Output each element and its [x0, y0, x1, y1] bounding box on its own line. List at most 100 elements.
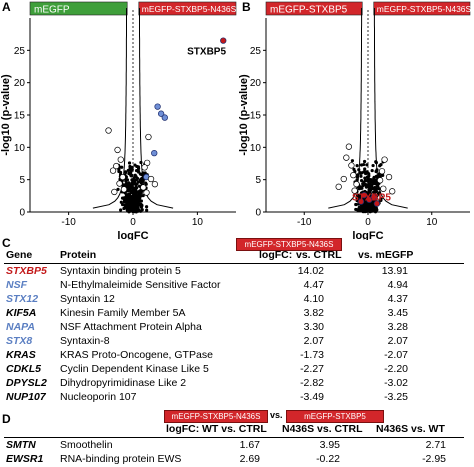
data-point-highlight	[157, 110, 165, 117]
data-point	[127, 197, 131, 201]
banner-right	[373, 1, 471, 16]
data-point	[362, 162, 366, 167]
data-point-highlight	[154, 103, 161, 110]
col-n436s-vs-wt: N436S vs. WT	[376, 423, 445, 435]
protein-name: Nucleoporin 107	[60, 391, 137, 403]
data-point	[379, 162, 383, 167]
col-logfc-d: logFC:	[166, 423, 200, 435]
logfc-vs-ctrl: 3.30	[303, 321, 324, 333]
table-row: KRAS KRAS Proto-Oncogene, GTPase -1.73 -2.0…	[4, 349, 466, 362]
data-point	[352, 167, 356, 171]
data-point-highlight	[389, 188, 396, 195]
panel-letter-b: B	[242, 0, 251, 14]
data-point	[355, 164, 359, 168]
annotation-label: STXBP5	[187, 47, 226, 58]
data-point	[368, 187, 372, 191]
data-point	[362, 207, 367, 212]
protein-name: Syntaxin binding protein 5	[60, 265, 181, 277]
data-point	[122, 198, 126, 202]
data-point-highlight	[105, 127, 112, 134]
table-row: NAPA NSF Attachment Protein Alpha 3.30 3.28	[4, 321, 466, 334]
logfc-n436s-vs-ctrl: -0.22	[316, 453, 340, 465]
table-c-header-box: mEGFP-STXBP5-N436S	[236, 238, 342, 251]
gene-name: STXBP5	[6, 265, 47, 277]
y-tick-label: 0	[255, 208, 261, 219]
data-point-highlight	[385, 173, 393, 181]
data-point	[357, 186, 361, 191]
banner-left	[265, 1, 363, 16]
banner-right-label: mEGFP-STXBP5-N436S	[377, 4, 472, 14]
logfc-vs-ctrl: -1.73	[300, 349, 324, 361]
data-point-highlight	[113, 162, 120, 170]
x-tick-label: 10	[192, 217, 204, 228]
data-point	[372, 175, 376, 179]
y-tick-label: 15	[250, 111, 262, 122]
data-point	[132, 194, 136, 198]
data-point	[360, 186, 364, 190]
gene-name: CDKL5	[6, 363, 42, 375]
data-point	[377, 187, 381, 191]
data-point-highlight	[119, 173, 126, 181]
x-tick-label: 0	[365, 217, 371, 228]
table-row: SMTN Smoothelin 1.67 3.95 2.71	[4, 439, 466, 452]
gene-name: DPYSL2	[6, 377, 47, 389]
table-row: KIF5A Kinesin Family Member 5A 3.82 3.45	[4, 307, 466, 320]
data-point	[363, 167, 367, 171]
protein-name: KRAS Proto-Oncogene, GTPase	[60, 349, 213, 361]
logfc-vs-ctrl: 4.47	[303, 279, 324, 291]
data-point-highlight	[351, 187, 358, 194]
data-point	[124, 179, 128, 183]
protein-name: RNA-binding protein EWS	[60, 453, 182, 465]
data-point	[374, 206, 378, 210]
data-point-highlight	[120, 186, 128, 193]
logfc-vs-ctrl: -3.49	[300, 391, 324, 403]
data-point	[134, 185, 138, 189]
data-point	[363, 170, 368, 174]
protein-name: Smoothelin	[60, 439, 113, 451]
data-point	[363, 176, 367, 180]
table-c-header-row: Gene Protein logFC: vs. CTRL vs. mEGFP	[4, 249, 466, 262]
logfc-vs-megfp: -3.25	[384, 391, 408, 403]
threshold-curve-right	[373, 8, 408, 209]
data-point	[139, 177, 143, 181]
table-d-header-row: logFC: WT vs. CTRL N436S vs. CTRL N436S …	[4, 423, 466, 436]
data-point-highlight	[350, 171, 357, 179]
banner-left	[29, 1, 128, 16]
logfc-vs-ctrl: 4.10	[303, 293, 324, 305]
data-point	[372, 190, 376, 194]
data-point	[129, 170, 133, 175]
x-tick-label: -10	[61, 217, 76, 228]
data-point-highlight	[145, 133, 152, 141]
x-axis-label: logFC	[117, 230, 148, 240]
table-row: EWSR1 RNA-binding protein EWS 2.69 -0.22 -2.…	[4, 453, 466, 466]
y-axis-label: -log10 (p-value)	[238, 74, 250, 156]
logfc-vs-megfp: 13.91	[381, 265, 408, 277]
data-point	[126, 183, 130, 188]
data-point-highlight	[161, 114, 168, 121]
data-point	[144, 181, 148, 185]
logfc-vs-ctrl: 14.02	[297, 265, 324, 277]
data-point-highlight	[357, 198, 365, 205]
data-point	[131, 189, 135, 193]
data-point	[127, 181, 131, 185]
y-tick-label: 20	[250, 78, 262, 89]
data-point	[362, 159, 367, 164]
data-point	[129, 173, 133, 177]
table-c: mEGFP-STXBP5-N436S Gene Protein logFC: v…	[4, 238, 466, 406]
logfc-n436s-vs-wt: 2.71	[425, 439, 446, 451]
data-point	[373, 210, 378, 214]
data-point	[132, 201, 137, 205]
data-point	[376, 174, 380, 178]
x-tick-label: 0	[130, 217, 136, 228]
y-tick-label: 5	[255, 175, 261, 186]
data-point	[126, 209, 130, 213]
gene-name: SMTN	[6, 439, 36, 451]
data-point	[145, 205, 149, 209]
data-point	[134, 169, 139, 173]
data-point	[356, 208, 360, 212]
gene-name: EWSR1	[6, 453, 44, 465]
data-point	[359, 179, 364, 183]
col-gene: Gene	[6, 249, 33, 261]
data-point	[123, 203, 127, 207]
data-point	[363, 200, 368, 204]
